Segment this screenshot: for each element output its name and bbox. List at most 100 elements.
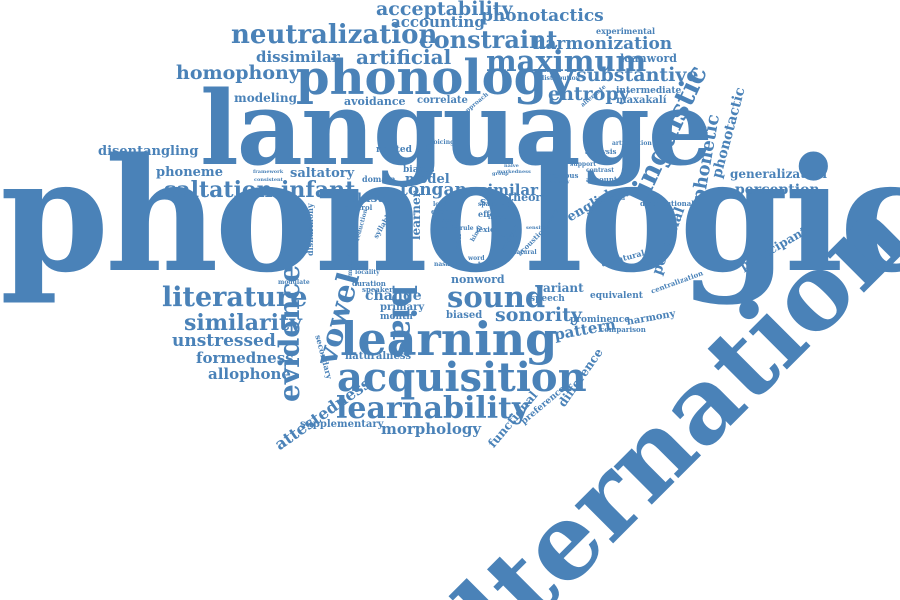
word-naive: naive [504, 163, 519, 169]
word-comparison: comparison [600, 325, 646, 334]
word-equivalent: equivalent [590, 291, 643, 301]
word-neutralization: neutralization [231, 20, 438, 50]
word-nasal: nasal [434, 261, 452, 268]
word-target: target [478, 261, 499, 268]
word-natural: natural [512, 249, 537, 256]
word-loanword: loanword [620, 52, 677, 65]
word-distribution: distribution [540, 75, 581, 82]
word-maximum: maximum [486, 44, 647, 78]
word-disentangling: disentangling [98, 144, 199, 159]
word-lexical: lexical [476, 225, 502, 234]
word-saltatory: saltatory [290, 166, 355, 181]
word-voicing: voicing [430, 139, 455, 146]
word-dissimilar: dissimilar [256, 48, 340, 66]
word-month: month [380, 312, 413, 322]
word-control: control [344, 203, 373, 212]
word-stress: stress [432, 217, 452, 224]
word-language: language [200, 69, 713, 189]
word-phoneme: phoneme [156, 165, 223, 180]
word-extent: extent [500, 233, 518, 239]
word-framework: framework [253, 169, 284, 175]
word-glide: glide [442, 223, 459, 230]
word-modeling: modeling [234, 91, 297, 105]
word-learnability: learnability [336, 391, 530, 426]
word-perception: perception [735, 182, 820, 198]
word-accounting: accounting [391, 13, 485, 31]
word-constraint: constraint [419, 25, 558, 54]
word-theory: theory [508, 191, 548, 204]
word-domain: domain [362, 174, 396, 184]
word-distributional: distributional [640, 199, 694, 208]
word-avoidance: avoidance [344, 95, 406, 108]
word-group: group [492, 171, 509, 177]
word-saltation: saltation [164, 177, 273, 203]
word-tongan: tongan [400, 180, 467, 200]
word-load: load [433, 201, 448, 208]
word-word: word [468, 255, 485, 262]
word-modulate: modulate [278, 279, 310, 286]
word-space: space [478, 201, 497, 208]
word-learner: learner [409, 191, 423, 240]
word-disharmony: disharmony [305, 203, 315, 256]
word-input: input [488, 214, 506, 221]
word-entropy: entropy [548, 83, 630, 105]
word-affected: affected [598, 195, 626, 202]
word-intermediate: intermediate [616, 86, 682, 96]
word-biases: biases [403, 165, 435, 175]
word-event: event [431, 207, 453, 216]
word-formedness: formedness [196, 349, 294, 367]
word-contrast: contrast [586, 167, 614, 174]
word-allophone: allophone [208, 365, 291, 383]
word-material: material [347, 247, 354, 276]
word-related: related [376, 145, 412, 155]
word-homophony: homophony [176, 62, 300, 84]
word-result: result [453, 234, 463, 264]
word-cluster: cluster [350, 191, 397, 205]
word-account: account [586, 175, 618, 184]
word-rule: rule [460, 225, 474, 232]
word-consistent: consistent [254, 177, 283, 183]
word-duration: duration [352, 279, 386, 288]
word-change: change [365, 288, 422, 304]
word-maxakali: maxakalí [616, 95, 667, 106]
word-previous: previous [545, 171, 579, 180]
word-unstressed: unstressed [172, 331, 276, 351]
word-model: model [405, 172, 450, 187]
word-supplementary: supplementary [300, 419, 384, 430]
word-similarity: similarity [184, 310, 302, 336]
word-harmonization: harmonization [533, 34, 673, 54]
word-study: study [480, 195, 514, 208]
word-acceptability: acceptability [376, 0, 513, 20]
word-primary: primary [380, 302, 425, 313]
word-markedness: markedness [497, 169, 531, 175]
word-literature: literature [162, 282, 308, 313]
word-locality: locality [355, 269, 380, 276]
word-speech: speech [530, 294, 565, 304]
word-experimental: experimental [596, 26, 656, 36]
word-support: support [570, 161, 597, 168]
word-intensity: intensity [545, 179, 570, 185]
word-sonority: sonority [495, 304, 582, 326]
word-speaker: speaker [362, 285, 393, 294]
word-prominence: prominence [570, 315, 630, 325]
word-artificial: artificial [356, 45, 452, 69]
word-substantive: substantive [576, 64, 699, 86]
word-morphology: morphology [381, 420, 482, 438]
word-naturalness: naturalness [345, 351, 412, 362]
word-nonword: nonword [451, 273, 505, 286]
word-phonology: phonology [296, 50, 576, 106]
word-correlate: correlate [417, 95, 468, 106]
word-generalization: generalization [730, 167, 828, 181]
word-sensitive: sensitive [526, 225, 551, 231]
word-learning: learning [340, 312, 558, 366]
word-sound: sound [447, 280, 546, 314]
word-similar: similar [479, 181, 539, 199]
word-effect: effect [478, 209, 504, 219]
word-acquisition: acquisition [337, 354, 587, 401]
word-infant: infant [281, 177, 356, 203]
word-analysis: analysis [585, 147, 617, 156]
word-articulation: articulation [612, 140, 652, 147]
word-phonotactics: phonotactics [481, 6, 604, 26]
